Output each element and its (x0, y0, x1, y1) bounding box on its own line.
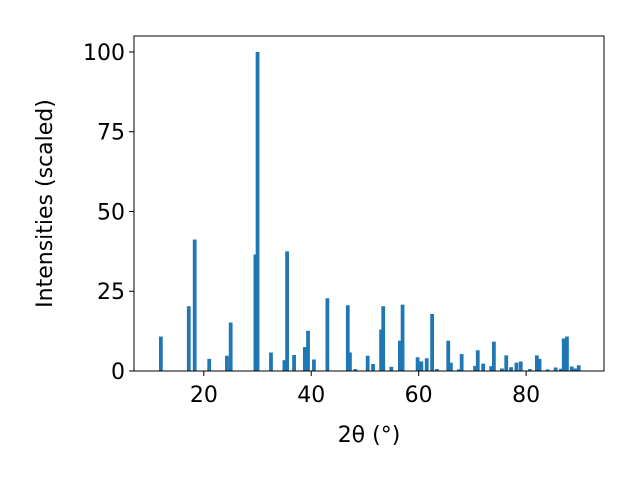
x-tick-label: 80 (512, 383, 540, 408)
bar (381, 306, 386, 371)
y-tick-label: 0 (111, 360, 125, 385)
bar (419, 361, 424, 371)
bar (282, 360, 287, 371)
bar (518, 361, 523, 371)
bar (514, 362, 519, 371)
bar (537, 358, 542, 371)
bar (365, 355, 370, 371)
bar (553, 367, 558, 371)
bar (576, 365, 581, 371)
bar (559, 368, 563, 371)
bar (492, 341, 496, 371)
bar (561, 338, 566, 371)
x-tick-label: 60 (405, 383, 433, 408)
y-tick-label: 50 (97, 200, 125, 225)
bar (481, 363, 486, 371)
x-ticks: 20 40 60 80 (190, 371, 540, 408)
bar (475, 350, 480, 371)
bar (389, 366, 394, 371)
y-axis-label: Intensities (scaled) (33, 99, 58, 308)
bar (225, 355, 229, 371)
bar (400, 304, 405, 371)
bar (325, 298, 330, 371)
bar (192, 239, 197, 371)
bar (312, 359, 316, 371)
bar (459, 354, 464, 371)
y-ticks: 0 25 50 75 100 (83, 41, 134, 385)
y-tick-label: 25 (97, 280, 125, 305)
bar (292, 355, 296, 371)
bar (353, 369, 358, 371)
bar (489, 366, 494, 371)
bar (446, 340, 451, 371)
bar (415, 357, 420, 371)
bar (573, 368, 578, 371)
bar (424, 358, 429, 371)
bar (228, 322, 233, 371)
bar (186, 306, 191, 371)
bar (435, 369, 439, 371)
x-axis-label: 2θ (°) (338, 423, 401, 448)
bar (504, 355, 509, 371)
bar (430, 313, 434, 371)
bar (534, 355, 539, 371)
bar (500, 368, 504, 371)
bar (545, 369, 550, 371)
x-tick-label: 40 (297, 383, 325, 408)
bar (371, 363, 375, 371)
plot-frame (133, 35, 605, 372)
bar (457, 369, 461, 371)
bar (509, 367, 513, 371)
bar (285, 251, 289, 371)
bar (306, 330, 310, 371)
bar (255, 51, 260, 371)
bar (527, 369, 532, 371)
bar (207, 358, 212, 371)
bar (449, 362, 453, 371)
bar (473, 365, 477, 371)
bar (565, 336, 569, 371)
bar (302, 347, 307, 371)
bar (253, 254, 258, 371)
bar (348, 352, 352, 371)
y-tick-label: 75 (97, 121, 125, 146)
x-tick-label: 20 (190, 383, 218, 408)
bar (379, 329, 383, 371)
bar (569, 366, 574, 371)
bar (158, 336, 163, 371)
bar (398, 340, 402, 371)
bar (269, 352, 273, 371)
bar (345, 305, 350, 371)
bars-group (158, 51, 581, 371)
y-tick-label: 100 (83, 41, 125, 66)
